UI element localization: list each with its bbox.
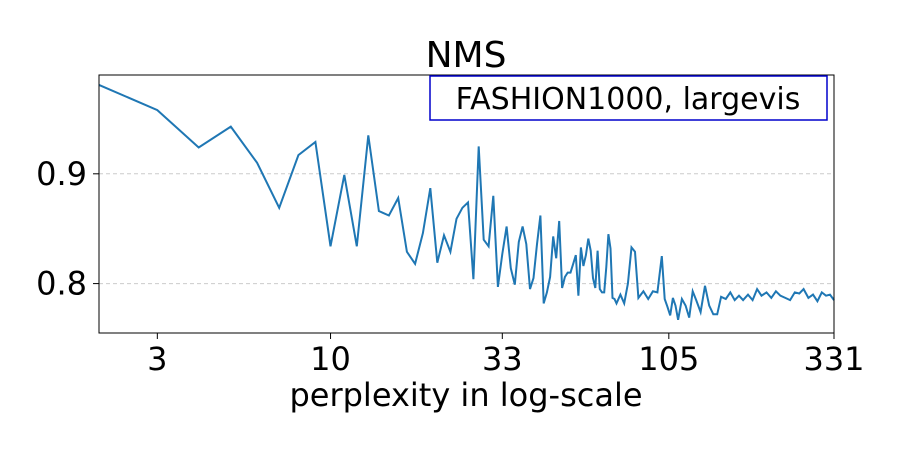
x-tick-label: 3 <box>147 340 167 378</box>
chart-title: NMS <box>426 35 507 76</box>
x-tick-label: 105 <box>638 340 699 378</box>
x-axis-title: perplexity in log-scale <box>289 376 642 414</box>
legend-text: FASHION1000, largevis <box>456 82 801 117</box>
x-tick-label: 331 <box>803 340 864 378</box>
series-line <box>98 83 835 320</box>
x-axis: 3 10 33 105 331 <box>147 333 865 378</box>
y-axis: 0.8 0.9 <box>36 155 99 303</box>
legend-box: FASHION1000, largevis <box>429 75 828 121</box>
y-tick-label: 0.8 <box>36 265 87 303</box>
plot-frame <box>98 74 835 334</box>
grid-lines <box>99 173 834 285</box>
x-tick-label: 33 <box>482 340 523 378</box>
y-tick-label: 0.9 <box>36 155 87 193</box>
x-tick-label: 10 <box>310 340 351 378</box>
